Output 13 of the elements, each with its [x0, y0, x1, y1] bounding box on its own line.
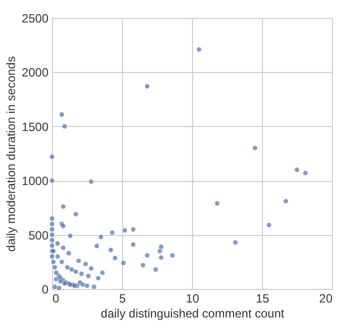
y-tick-label: 0: [42, 282, 49, 296]
y-tick-label: 2500: [22, 12, 49, 26]
y-tick-label: 1500: [22, 120, 49, 134]
x-tick-label: 15: [256, 292, 270, 306]
y-tick-label: 1000: [22, 174, 49, 188]
y-tick-label: 2000: [22, 66, 49, 80]
y-tick-label: 500: [28, 228, 49, 242]
y-axis-title: daily moderation duration in seconds: [4, 56, 18, 252]
x-tick-label: 0: [52, 292, 60, 306]
x-tick-label: 5: [119, 292, 126, 306]
x-tick-label: 10: [186, 292, 200, 306]
x-axis-title: daily distinguished comment count: [100, 306, 285, 320]
x-tick-label: 20: [319, 292, 333, 306]
